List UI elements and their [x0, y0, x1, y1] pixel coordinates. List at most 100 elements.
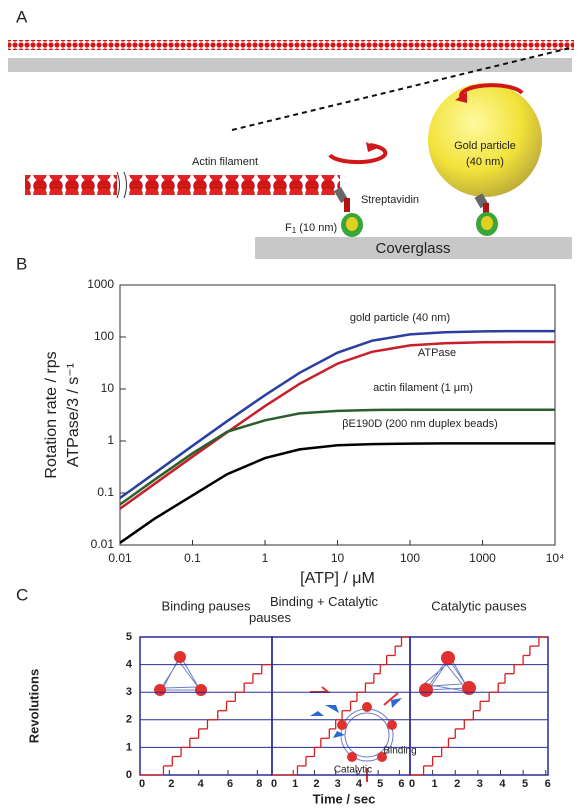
panel-label: A — [16, 7, 28, 26]
series-label: actin filament (1 μm) — [373, 382, 473, 394]
rotation-arrow — [328, 143, 388, 165]
x-tick-label: 4 — [499, 778, 506, 790]
x-tick-label: 1 — [292, 778, 298, 790]
gold-label: Gold particle — [454, 140, 516, 152]
inset-catalytic — [419, 651, 476, 697]
coverglass-label: Coverglass — [375, 240, 450, 257]
series-line — [119, 442, 555, 544]
x-tick-label: 0.01 — [108, 551, 132, 565]
x-tick-label: 1 — [432, 778, 438, 790]
y-tick-label: 10 — [101, 381, 115, 395]
f1-core — [346, 217, 358, 231]
y-tick-label: 3 — [126, 686, 132, 698]
x-axis-label: [ATP] / μM — [300, 570, 375, 587]
x-tick-label: 1 — [262, 551, 269, 565]
series-label: ATPase — [418, 347, 456, 359]
series-line — [119, 408, 555, 506]
binding-arrow — [310, 698, 402, 738]
dwell-cloud — [337, 720, 347, 730]
gold-size: (40 nm) — [466, 156, 504, 168]
y-tick-label: 0.01 — [91, 537, 115, 551]
y-axis-label: ATPase/3 / s⁻¹ — [65, 363, 82, 467]
dwell-cloud — [377, 752, 387, 762]
series-line — [119, 329, 555, 500]
x-tick-label: 0.1 — [184, 551, 201, 565]
y-tick-label: 100 — [94, 329, 114, 343]
f1-size: (10 nm) — [296, 222, 337, 234]
panel-label: B — [16, 254, 27, 273]
x-tick-label: 10 — [331, 551, 345, 565]
x-tick-label: 4 — [356, 778, 363, 790]
x-tick-label: 8 — [256, 778, 262, 790]
arrow-head — [455, 92, 467, 103]
f1-text: F — [285, 222, 292, 234]
x-tick-label: 6 — [545, 778, 551, 790]
dwell-cloud — [441, 651, 455, 665]
actin-filament — [128, 175, 340, 195]
y-tick-label: 1 — [107, 433, 114, 447]
inset-binding — [154, 651, 207, 696]
y-tick-label: 1 — [126, 741, 132, 753]
stalk — [344, 198, 350, 212]
dwell-cloud — [462, 681, 476, 695]
dashed-line — [231, 47, 571, 131]
dwell-cloud — [174, 651, 186, 663]
dwell-cloud — [362, 702, 372, 712]
chart-title: Binding pauses — [162, 598, 251, 613]
x-tick-label: 1000 — [469, 551, 496, 565]
dwell-cloud — [347, 752, 357, 762]
gold-particle — [428, 83, 542, 197]
x-tick-label: 2 — [454, 778, 460, 790]
x-tick-label: 0 — [139, 778, 145, 790]
x-tick-label: 6 — [398, 778, 404, 790]
x-tick-label: 2 — [313, 778, 319, 790]
y-axis-label: Rotation rate / rps — [43, 351, 60, 478]
x-tick-label: 4 — [198, 778, 205, 790]
f1-label: F1 (10 nm) — [285, 222, 337, 235]
y-tick-label: 1000 — [87, 277, 114, 291]
stalk — [483, 203, 489, 213]
dwell-cloud — [387, 720, 397, 730]
plot-frame — [119, 284, 556, 546]
dwell-cloud — [419, 683, 433, 697]
y-tick-label: 0 — [126, 769, 132, 781]
top-filament — [8, 40, 574, 50]
trajectory — [422, 657, 471, 693]
series-line — [119, 340, 555, 510]
series-label: gold particle (40 nm) — [350, 312, 450, 324]
chart-title: Binding + Catalytic pauses — [249, 594, 378, 625]
chart-title: Catalytic pauses — [431, 598, 527, 613]
x-tick-label: 0 — [409, 778, 415, 790]
y-tick-label: 0.1 — [97, 485, 114, 499]
actin-filament — [25, 175, 117, 195]
series-label: βE190D (200 nm duplex beads) — [342, 418, 498, 430]
x-tick-label: 3 — [477, 778, 483, 790]
x-tick-label: 6 — [227, 778, 233, 790]
x-tick-label: 10⁴ — [546, 551, 565, 565]
dwell-cloud — [195, 684, 207, 696]
dwell-cloud — [154, 684, 166, 696]
annotation: Catalytic — [334, 765, 372, 776]
y-tick-label: 2 — [126, 714, 132, 726]
x-tick-label: 5 — [377, 778, 383, 790]
x-axis-label: Time / sec — [313, 791, 376, 806]
rotation-arrow — [459, 83, 524, 100]
annotation: Binding — [383, 746, 416, 757]
y-tick-label: 4 — [126, 659, 133, 671]
trajectory — [159, 656, 201, 691]
x-tick-label: 100 — [400, 551, 420, 565]
coverglass — [255, 237, 572, 259]
f1-core — [481, 216, 493, 230]
y-tick-label: 5 — [126, 631, 132, 643]
streptavidin-label: Streptavidin — [361, 194, 419, 206]
glass-bar — [8, 58, 572, 72]
x-tick-label: 3 — [335, 778, 341, 790]
x-tick-label: 2 — [168, 778, 174, 790]
y-axis-label: Revolutions — [26, 669, 41, 743]
x-tick-label: 0 — [271, 778, 277, 790]
actin-label: Actin filament — [192, 156, 258, 168]
plot-frame — [139, 636, 273, 776]
arrow-head — [366, 142, 378, 152]
x-tick-label: 5 — [522, 778, 528, 790]
